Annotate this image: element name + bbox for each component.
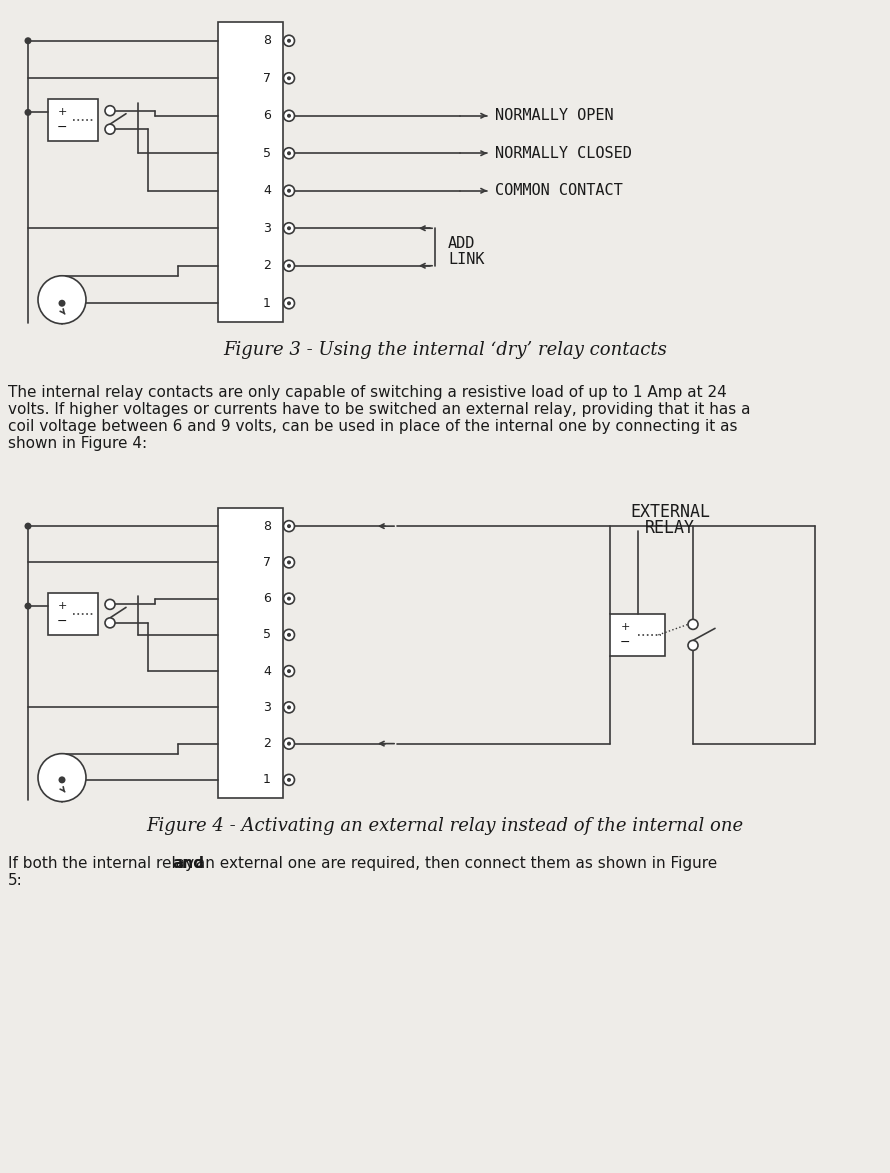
Circle shape xyxy=(287,39,291,42)
Text: Figure 3 - Using the internal ‘dry’ relay contacts: Figure 3 - Using the internal ‘dry’ rela… xyxy=(223,341,667,359)
Text: −: − xyxy=(620,636,631,649)
Circle shape xyxy=(287,264,291,267)
Circle shape xyxy=(59,300,66,307)
Circle shape xyxy=(38,276,86,324)
Circle shape xyxy=(688,640,698,650)
Circle shape xyxy=(287,114,291,117)
Text: +: + xyxy=(57,108,67,117)
Text: NORMALLY CLOSED: NORMALLY CLOSED xyxy=(495,145,632,161)
Text: −: − xyxy=(57,121,68,134)
Text: 6: 6 xyxy=(263,592,271,605)
Text: 2: 2 xyxy=(263,737,271,750)
Circle shape xyxy=(284,148,295,158)
Text: 2: 2 xyxy=(263,259,271,272)
Circle shape xyxy=(287,597,291,601)
Circle shape xyxy=(284,665,295,677)
Circle shape xyxy=(284,630,295,640)
Circle shape xyxy=(287,189,291,192)
Circle shape xyxy=(284,298,295,308)
Text: 4: 4 xyxy=(263,184,271,197)
Circle shape xyxy=(105,618,115,628)
Text: +: + xyxy=(620,623,630,632)
Circle shape xyxy=(287,151,291,155)
Circle shape xyxy=(287,669,291,673)
Bar xyxy=(48,592,98,635)
Circle shape xyxy=(284,260,295,271)
Text: +: + xyxy=(57,601,67,611)
Text: EXTERNAL: EXTERNAL xyxy=(630,503,710,521)
Text: 4: 4 xyxy=(263,665,271,678)
Circle shape xyxy=(25,109,31,116)
Text: If both the internal relay: If both the internal relay xyxy=(8,856,199,872)
Text: 8: 8 xyxy=(263,520,271,533)
Circle shape xyxy=(284,110,295,121)
Circle shape xyxy=(284,594,295,604)
Circle shape xyxy=(688,619,698,630)
Circle shape xyxy=(25,523,31,530)
Bar xyxy=(610,613,665,656)
Circle shape xyxy=(284,73,295,83)
Text: 8: 8 xyxy=(263,34,271,47)
Circle shape xyxy=(284,521,295,531)
Text: 1: 1 xyxy=(263,297,271,310)
Text: 6: 6 xyxy=(263,109,271,122)
Circle shape xyxy=(105,599,115,610)
Text: 3: 3 xyxy=(263,222,271,235)
Text: LINK: LINK xyxy=(448,251,484,266)
Text: shown in Figure 4:: shown in Figure 4: xyxy=(8,436,147,450)
Circle shape xyxy=(105,106,115,116)
Circle shape xyxy=(287,778,291,782)
Text: 7: 7 xyxy=(263,72,271,84)
Text: The internal relay contacts are only capable of switching a resistive load of up: The internal relay contacts are only cap… xyxy=(8,385,727,400)
Circle shape xyxy=(59,777,66,784)
Circle shape xyxy=(284,738,295,750)
Text: 5: 5 xyxy=(263,147,271,160)
Circle shape xyxy=(284,774,295,786)
Text: Figure 4 - Activating an external relay instead of the internal one: Figure 4 - Activating an external relay … xyxy=(147,818,743,835)
Circle shape xyxy=(287,524,291,528)
Text: NORMALLY OPEN: NORMALLY OPEN xyxy=(495,108,613,123)
Text: 5:: 5: xyxy=(8,873,23,888)
Circle shape xyxy=(25,38,31,45)
Circle shape xyxy=(284,35,295,46)
Text: coil voltage between 6 and 9 volts, can be used in place of the internal one by : coil voltage between 6 and 9 volts, can … xyxy=(8,419,738,434)
Text: RELAY: RELAY xyxy=(645,518,695,537)
Circle shape xyxy=(105,124,115,134)
Circle shape xyxy=(284,185,295,196)
Text: volts. If higher voltages or currents have to be switched an external relay, pro: volts. If higher voltages or currents ha… xyxy=(8,402,750,416)
Circle shape xyxy=(287,76,291,80)
Circle shape xyxy=(287,301,291,305)
Circle shape xyxy=(287,705,291,710)
Text: an external one are required, then connect them as shown in Figure: an external one are required, then conne… xyxy=(191,856,717,872)
Text: COMMON CONTACT: COMMON CONTACT xyxy=(495,183,623,198)
Circle shape xyxy=(287,226,291,230)
Text: and: and xyxy=(173,856,205,872)
Text: 5: 5 xyxy=(263,629,271,642)
Circle shape xyxy=(287,741,291,746)
Circle shape xyxy=(287,633,291,637)
Circle shape xyxy=(284,701,295,713)
Text: 1: 1 xyxy=(263,773,271,786)
Text: 7: 7 xyxy=(263,556,271,569)
Bar xyxy=(218,508,283,798)
Circle shape xyxy=(25,603,31,610)
Circle shape xyxy=(284,223,295,233)
Text: ADD: ADD xyxy=(448,236,475,251)
Text: 3: 3 xyxy=(263,701,271,714)
Circle shape xyxy=(284,557,295,568)
Circle shape xyxy=(287,561,291,564)
Text: −: − xyxy=(57,615,68,628)
Bar xyxy=(218,22,283,323)
Circle shape xyxy=(38,753,86,801)
Bar xyxy=(48,99,98,141)
